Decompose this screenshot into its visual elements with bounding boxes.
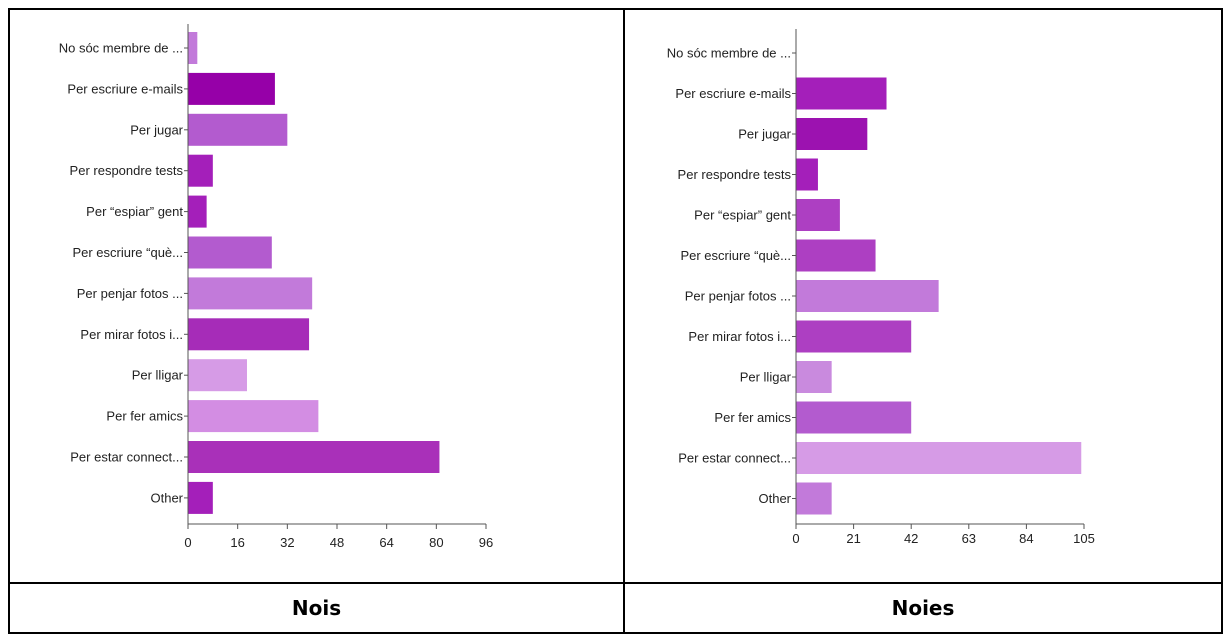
category-label-nois: Per “espiar” gent — [86, 204, 183, 219]
bar-nois — [188, 195, 207, 228]
bar-noies — [796, 401, 912, 434]
category-label-noies: No sóc membre de ... — [667, 46, 791, 61]
category-label-noies: Per penjar fotos ... — [685, 289, 791, 304]
bar-noies — [796, 361, 832, 393]
category-label-nois: No sóc membre de ... — [59, 41, 183, 56]
category-label-nois: Per escriure “què... — [72, 245, 183, 260]
bar-nois — [188, 113, 288, 146]
category-label-noies: Per mirar fotos i... — [688, 329, 791, 344]
category-label-nois: Per escriure e-mails — [67, 81, 183, 96]
category-label-nois: Per penjar fotos ... — [77, 286, 183, 301]
x-tick-label-nois: 32 — [280, 535, 294, 550]
bar-noies — [796, 199, 840, 231]
bar-noies — [796, 239, 876, 272]
x-tick-label-noies: 63 — [962, 531, 976, 546]
bar-nois — [188, 359, 247, 392]
bar-noies — [796, 158, 818, 191]
bar-nois — [188, 154, 213, 187]
x-tick-label-noies: 42 — [904, 531, 918, 546]
bar-noies — [796, 280, 939, 312]
caption-nois: Nois — [8, 582, 625, 634]
bar-nois — [188, 318, 310, 351]
category-label-nois: Per mirar fotos i... — [80, 327, 183, 342]
chart-cell-nois: 0 16 32 48 64 80 96 No sóc membre de ... Per esc… — [8, 8, 625, 584]
bar-nois — [188, 400, 319, 433]
x-tick-label-noies: 84 — [1019, 531, 1033, 546]
x-tick-label-noies: 105 — [1073, 531, 1095, 546]
x-tick-label-nois: 64 — [379, 535, 393, 550]
chart-cell-noies: 0 21 42 63 84 105 No sóc membre de ... Per escr… — [623, 8, 1223, 584]
category-label-nois: Per lligar — [132, 368, 184, 383]
category-label-nois: Per fer amics — [106, 409, 183, 424]
category-label-nois: Per estar connect... — [70, 450, 183, 465]
category-label-nois: Per jugar — [130, 122, 183, 137]
bar-chart-noies: 0 21 42 63 84 105 No sóc membre de ... Per escr… — [667, 29, 1095, 546]
category-label-noies: Per escriure “què... — [680, 248, 791, 263]
x-tick-label-noies: 0 — [792, 531, 799, 546]
category-label-noies: Per jugar — [738, 127, 791, 142]
bar-noies — [796, 320, 912, 353]
category-label-nois: Other — [150, 490, 183, 505]
category-label-noies: Per lligar — [740, 370, 792, 385]
category-label-noies: Per fer amics — [714, 410, 791, 425]
category-label-noies: Per “espiar” gent — [694, 208, 791, 223]
bar-nois — [188, 32, 198, 64]
x-tick-label-nois: 96 — [479, 535, 493, 550]
x-tick-label-nois: 16 — [230, 535, 244, 550]
category-label-noies: Per estar connect... — [678, 451, 791, 466]
bar-noies — [796, 482, 832, 515]
bar-noies — [796, 118, 868, 150]
x-tick-label-nois: 0 — [184, 535, 191, 550]
category-label-nois: Per respondre tests — [70, 163, 184, 178]
x-tick-label-noies: 21 — [846, 531, 860, 546]
bar-nois — [188, 481, 213, 514]
bar-nois — [188, 277, 313, 310]
category-label-noies: Per respondre tests — [678, 167, 792, 182]
x-tick-label-nois: 80 — [429, 535, 443, 550]
x-tick-label-nois: 48 — [330, 535, 344, 550]
category-label-noies: Per escriure e-mails — [675, 86, 791, 101]
bar-noies — [796, 442, 1082, 474]
comparison-table: 0 16 32 48 64 80 96 No sóc membre de ... Per esc… — [8, 8, 1223, 634]
bar-nois — [188, 72, 275, 105]
category-label-noies: Other — [758, 491, 791, 506]
caption-noies: Noies — [623, 582, 1223, 634]
bar-nois — [188, 236, 272, 269]
bar-chart-nois: 0 16 32 48 64 80 96 No sóc membre de ... Per esc… — [59, 24, 493, 550]
bar-nois — [188, 441, 440, 473]
bar-noies — [796, 77, 887, 110]
